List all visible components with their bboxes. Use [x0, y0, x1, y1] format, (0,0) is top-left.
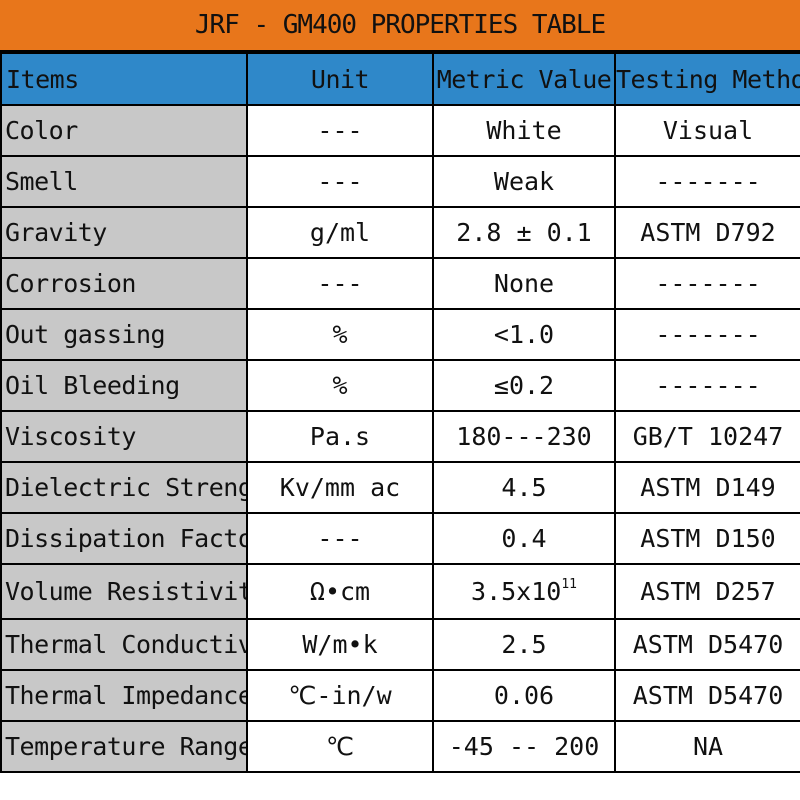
row-item: Thermal Conductivity	[0, 618, 248, 671]
row-unit: ---	[246, 155, 434, 208]
row-value: 2.8 ± 0.1	[432, 206, 616, 259]
row-unit: Kv/mm ac	[246, 461, 434, 514]
row-method: ASTM D5470	[614, 669, 800, 722]
row-item: Volume Resistivity	[0, 563, 248, 620]
header-testing-method: Testing Method	[614, 52, 800, 106]
row-value: None	[432, 257, 616, 310]
row-value: 4.5	[432, 461, 616, 514]
table-title: JRF - GM400 PROPERTIES TABLE	[0, 0, 800, 52]
table-row: Thermal Conductivity W/m•k 2.5 ASTM D547…	[0, 618, 800, 671]
row-method: ASTM D792	[614, 206, 800, 259]
table-row: Corrosion --- None -------	[0, 257, 800, 310]
header-metric-value: Metric Value	[432, 52, 616, 106]
row-value: 180---230	[432, 410, 616, 463]
table-row: Color --- White Visual	[0, 104, 800, 157]
row-unit: %	[246, 308, 434, 361]
row-unit: Ω•cm	[246, 563, 434, 620]
row-item: Dielectric Strength	[0, 461, 248, 514]
row-unit: %	[246, 359, 434, 412]
row-method: Visual	[614, 104, 800, 157]
table-row: Oil Bleeding % ≤0.2 -------	[0, 359, 800, 412]
row-method: ASTM D149	[614, 461, 800, 514]
row-unit: Pa.s	[246, 410, 434, 463]
row-value: -45 -- 200	[432, 720, 616, 773]
row-item: Oil Bleeding	[0, 359, 248, 412]
row-value: 3.5x1011	[432, 563, 616, 620]
row-unit: ---	[246, 104, 434, 157]
row-method: GB/T 10247	[614, 410, 800, 463]
properties-table: Items Unit Metric Value Testing Method C…	[0, 52, 800, 773]
header-row: Items Unit Metric Value Testing Method	[0, 52, 800, 106]
row-method: -------	[614, 308, 800, 361]
header-unit: Unit	[246, 52, 434, 106]
row-item: Color	[0, 104, 248, 157]
value-exponent: 11	[561, 577, 577, 592]
row-value: ≤0.2	[432, 359, 616, 412]
row-item: Out gassing	[0, 308, 248, 361]
table-row: Temperature Range ℃ -45 -- 200 NA	[0, 720, 800, 773]
row-value: 2.5	[432, 618, 616, 671]
row-method: -------	[614, 155, 800, 208]
row-method: ASTM D5470	[614, 618, 800, 671]
table-row: Gravity g/ml 2.8 ± 0.1 ASTM D792	[0, 206, 800, 259]
row-item: Smell	[0, 155, 248, 208]
table-row: Viscosity Pa.s 180---230 GB/T 10247	[0, 410, 800, 463]
row-method: -------	[614, 359, 800, 412]
table-row: Dissipation Factor --- 0.4 ASTM D150	[0, 512, 800, 565]
row-unit: g/ml	[246, 206, 434, 259]
header-items: Items	[0, 52, 248, 106]
row-method: ASTM D150	[614, 512, 800, 565]
row-item: Gravity	[0, 206, 248, 259]
row-value: <1.0	[432, 308, 616, 361]
row-unit: ---	[246, 257, 434, 310]
row-value: 0.4	[432, 512, 616, 565]
row-unit: ℃-in/w	[246, 669, 434, 722]
row-item: Temperature Range	[0, 720, 248, 773]
row-unit: W/m•k	[246, 618, 434, 671]
row-item: Corrosion	[0, 257, 248, 310]
table-row: Thermal Impedance ℃-in/w 0.06 ASTM D5470	[0, 669, 800, 722]
row-value: White	[432, 104, 616, 157]
row-item: Dissipation Factor	[0, 512, 248, 565]
row-method: ASTM D257	[614, 563, 800, 620]
row-item: Thermal Impedance	[0, 669, 248, 722]
value-base: 3.5x10	[471, 577, 562, 606]
row-value: Weak	[432, 155, 616, 208]
table-row: Out gassing % <1.0 -------	[0, 308, 800, 361]
table-row: Smell --- Weak -------	[0, 155, 800, 208]
row-value: 0.06	[432, 669, 616, 722]
row-unit: ℃	[246, 720, 434, 773]
row-item: Viscosity	[0, 410, 248, 463]
row-unit: ---	[246, 512, 434, 565]
row-method: -------	[614, 257, 800, 310]
table-row: Volume Resistivity Ω•cm 3.5x1011 ASTM D2…	[0, 563, 800, 620]
row-method: NA	[614, 720, 800, 773]
table-row: Dielectric Strength Kv/mm ac 4.5 ASTM D1…	[0, 461, 800, 514]
